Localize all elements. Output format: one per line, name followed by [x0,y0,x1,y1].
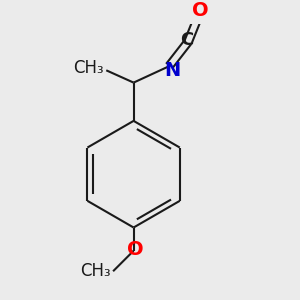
Text: C: C [180,31,194,49]
Text: CH₃: CH₃ [74,58,104,76]
Text: N: N [164,61,181,80]
Text: O: O [128,240,144,259]
Text: CH₃: CH₃ [80,262,111,280]
Text: O: O [192,1,208,20]
